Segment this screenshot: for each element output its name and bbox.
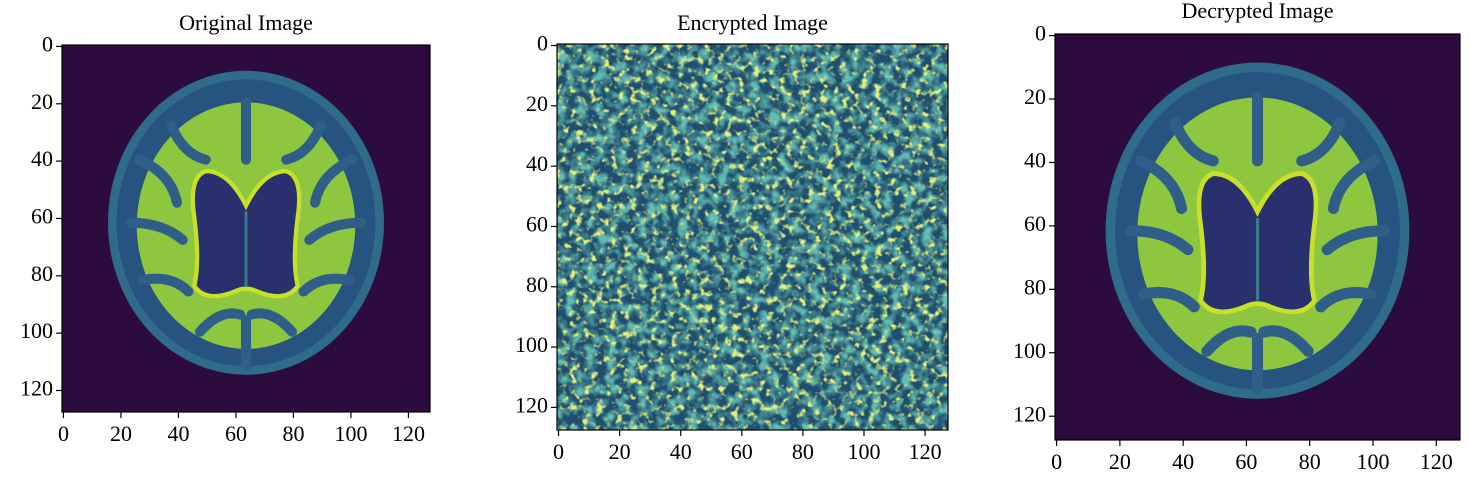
panel-title: Original Image — [179, 10, 313, 35]
y-tick-label: 100 — [1013, 338, 1046, 363]
x-tick-label: 100 — [847, 439, 880, 464]
y-tick-label: 120 — [1013, 401, 1046, 426]
image — [62, 45, 430, 412]
y-tick-label: 20 — [526, 91, 548, 116]
y-tick-label: 0 — [42, 31, 53, 56]
y-tick-label: 100 — [515, 332, 548, 357]
y-tick-label: 80 — [1024, 274, 1046, 299]
y-tick-label: 60 — [1024, 211, 1046, 236]
x-tick-label: 20 — [609, 439, 631, 464]
y-tick-label: 20 — [31, 89, 53, 114]
axes-frame — [61, 44, 431, 413]
y-tick-label: 80 — [526, 272, 548, 297]
axes-frame — [556, 43, 949, 431]
y-tick-label: 120 — [515, 392, 548, 417]
y-tick-label: 80 — [31, 261, 53, 286]
x-tick-label: 60 — [225, 421, 247, 446]
panel-title: Encrypted Image — [677, 10, 828, 35]
x-tick-label: 120 — [392, 421, 425, 446]
x-tick-label: 100 — [1356, 449, 1389, 474]
y-tick-label: 40 — [526, 151, 548, 176]
x-tick-label: 60 — [1235, 449, 1257, 474]
x-tick-label: 40 — [167, 421, 189, 446]
y-tick-label: 40 — [31, 146, 53, 171]
x-tick-label: 60 — [731, 439, 753, 464]
x-tick-label: 100 — [334, 421, 367, 446]
x-tick-label: 0 — [58, 421, 69, 446]
x-tick-label: 120 — [1420, 449, 1453, 474]
y-tick-label: 40 — [1024, 148, 1046, 173]
y-tick-label: 20 — [1024, 84, 1046, 109]
image — [557, 44, 948, 430]
panel-title: Decrypted Image — [1181, 0, 1333, 23]
x-tick-label: 20 — [1109, 449, 1131, 474]
y-tick-label: 60 — [31, 204, 53, 229]
x-tick-label: 0 — [553, 439, 564, 464]
x-tick-label: 80 — [1299, 449, 1321, 474]
x-tick-label: 0 — [1051, 449, 1062, 474]
y-tick-label: 60 — [526, 211, 548, 236]
y-tick-label: 0 — [537, 31, 548, 56]
axes-frame — [1054, 33, 1461, 441]
x-tick-label: 80 — [792, 439, 814, 464]
image — [1055, 34, 1460, 440]
x-tick-label: 20 — [110, 421, 132, 446]
x-tick-label: 40 — [670, 439, 692, 464]
x-tick-label: 40 — [1172, 449, 1194, 474]
x-tick-label: 120 — [909, 439, 942, 464]
y-tick-label: 0 — [1035, 21, 1046, 46]
y-tick-label: 100 — [20, 318, 53, 343]
y-tick-label: 120 — [20, 376, 53, 401]
x-tick-label: 80 — [282, 421, 304, 446]
